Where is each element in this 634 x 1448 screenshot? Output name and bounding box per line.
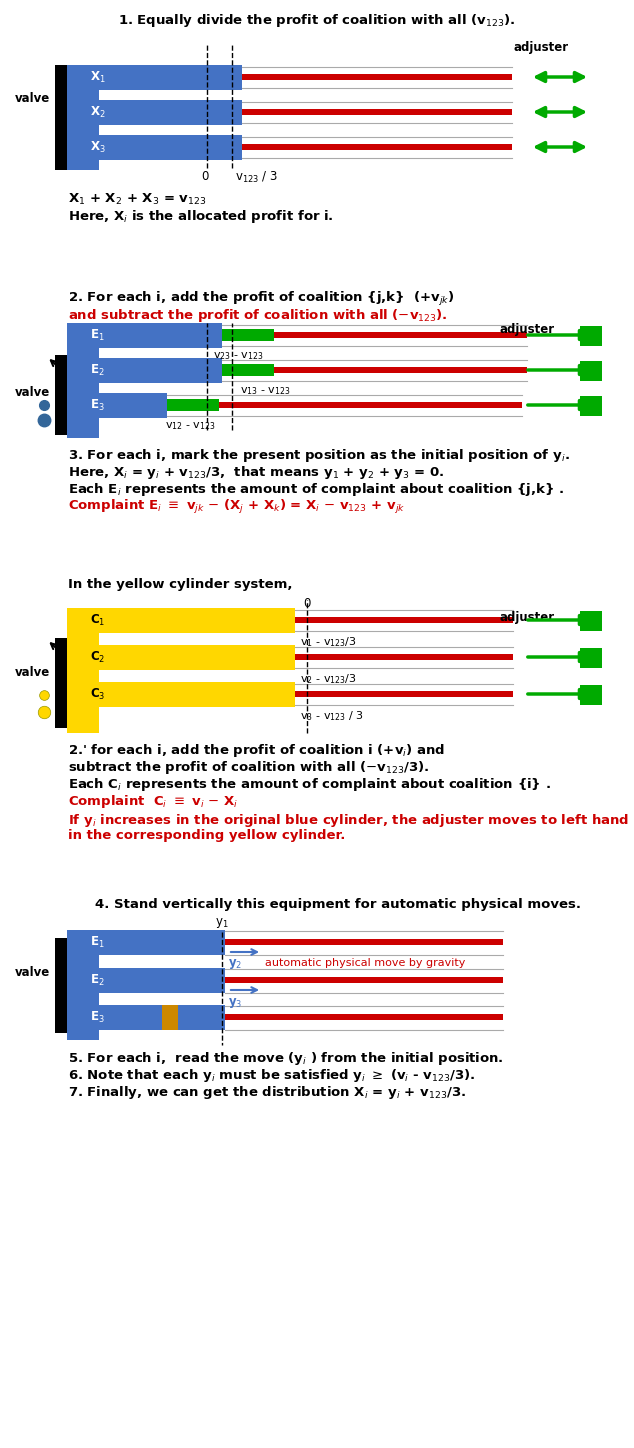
Bar	[67, 608, 99, 733]
Text: If y$_i$ increases in the original blue cylinder, the adjuster moves to left han: If y$_i$ increases in the original blue …	[68, 812, 634, 830]
Text: 7. Finally, we can get the distribution X$_i$ = y$_i$ + v$_{123}$/3.: 7. Finally, we can get the distribution …	[68, 1085, 466, 1100]
Bar	[295, 691, 513, 696]
Text: 1. Equally divide the profit of coalition with all (v$_{123}$).: 1. Equally divide the profit of coalitio…	[119, 12, 515, 29]
Bar	[225, 977, 503, 983]
Bar	[67, 682, 295, 707]
Bar	[67, 323, 99, 437]
Bar	[222, 366, 527, 374]
Text: adjuster: adjuster	[500, 323, 555, 336]
Bar	[225, 938, 503, 946]
Bar	[222, 332, 527, 337]
Text: E$_3$: E$_3$	[90, 397, 105, 413]
Bar	[67, 969, 225, 993]
Bar	[580, 395, 602, 416]
Bar	[55, 65, 67, 169]
Bar	[67, 100, 242, 125]
Bar	[67, 1005, 225, 1030]
Bar	[242, 74, 512, 80]
Bar	[580, 649, 602, 668]
Text: X$_1$: X$_1$	[90, 70, 106, 84]
Bar	[67, 392, 167, 418]
Bar	[167, 403, 522, 408]
Bar	[67, 608, 295, 633]
Bar	[67, 644, 295, 670]
Text: 0: 0	[202, 169, 209, 182]
Bar	[55, 355, 67, 434]
Text: subtract the profit of coalition with all ($-$v$_{123}$/3).: subtract the profit of coalition with al…	[68, 759, 429, 776]
Text: y$_2$: y$_2$	[228, 957, 242, 972]
Text: E$_1$: E$_1$	[90, 327, 105, 343]
Bar	[242, 143, 512, 151]
Bar	[67, 930, 225, 956]
Text: E$_1$: E$_1$	[90, 934, 105, 950]
Text: 3. For each i, mark the present position as the initial position of y$_i$.: 3. For each i, mark the present position…	[68, 447, 570, 463]
Text: valve: valve	[15, 966, 50, 979]
Bar	[67, 358, 222, 384]
Bar	[580, 326, 602, 346]
Text: v$_1$ - v$_{123}$/3: v$_1$ - v$_{123}$/3	[300, 636, 357, 649]
Text: C$_1$: C$_1$	[90, 613, 105, 627]
Text: C$_2$: C$_2$	[90, 650, 105, 665]
Bar	[55, 938, 67, 1032]
Text: 0: 0	[303, 597, 311, 610]
Text: E$_3$: E$_3$	[90, 1009, 105, 1025]
Text: 4. Stand vertically this equipment for automatic physical moves.: 4. Stand vertically this equipment for a…	[95, 898, 581, 911]
Text: v$_{23}$ - v$_{123}$: v$_{23}$ - v$_{123}$	[213, 350, 264, 362]
Text: Each C$_i$ represents the amount of complaint about coalition {i} .: Each C$_i$ represents the amount of comp…	[68, 776, 551, 794]
Text: y$_1$: y$_1$	[215, 917, 229, 930]
Text: and subtract the profit of coalition with all ($-$v$_{123}$).: and subtract the profit of coalition wit…	[68, 307, 448, 324]
Bar	[67, 930, 99, 1040]
Bar	[222, 363, 274, 376]
Text: y$_3$: y$_3$	[228, 996, 242, 1011]
Text: 6. Note that each y$_i$ must be satisfied y$_i$ $\geq$ (v$_i$ - v$_{123}$/3).: 6. Note that each y$_i$ must be satisfie…	[68, 1067, 476, 1085]
Text: in the corresponding yellow cylinder.: in the corresponding yellow cylinder.	[68, 830, 346, 841]
Text: E$_2$: E$_2$	[90, 973, 105, 988]
Bar	[67, 65, 99, 169]
Text: adjuster: adjuster	[500, 611, 555, 624]
Bar	[295, 617, 513, 623]
Bar	[225, 1014, 503, 1019]
Text: automatic physical move by gravity: automatic physical move by gravity	[265, 959, 465, 969]
Text: Each E$_i$ represents the amount of complaint about coalition {j,k} .: Each E$_i$ represents the amount of comp…	[68, 481, 564, 498]
Text: v$_{12}$ - v$_{123}$: v$_{12}$ - v$_{123}$	[165, 420, 216, 432]
Bar	[167, 400, 219, 411]
Text: adjuster: adjuster	[513, 42, 568, 55]
Bar	[580, 611, 602, 631]
Bar	[162, 1005, 178, 1030]
Bar	[67, 135, 242, 159]
Text: 2.' for each i, add the profit of coalition i (+v$_i$) and: 2.' for each i, add the profit of coalit…	[68, 741, 445, 759]
Text: v$_2$ - v$_{123}$/3: v$_2$ - v$_{123}$/3	[300, 672, 357, 686]
Text: C$_3$: C$_3$	[90, 686, 105, 701]
Bar	[67, 323, 222, 348]
Bar	[242, 109, 512, 114]
Text: v$_{123}$ / 3: v$_{123}$ / 3	[235, 169, 278, 185]
Bar	[222, 329, 274, 340]
Text: Complaint E$_i$ $\equiv$ v$_{jk}$ $-$ (X$_j$ + X$_k$) = X$_i$ $-$ v$_{123}$ + v$: Complaint E$_i$ $\equiv$ v$_{jk}$ $-$ (X…	[68, 498, 405, 515]
Text: Complaint  C$_i$ $\equiv$ v$_i$ $-$ X$_i$: Complaint C$_i$ $\equiv$ v$_i$ $-$ X$_i$	[68, 794, 238, 809]
Text: v$_3$ - v$_{123}$ / 3: v$_3$ - v$_{123}$ / 3	[300, 710, 364, 723]
Bar	[55, 639, 67, 728]
Text: X$_2$: X$_2$	[90, 104, 106, 120]
Bar	[580, 361, 602, 381]
Bar	[295, 654, 513, 660]
Text: E$_2$: E$_2$	[90, 362, 105, 378]
Text: X$_3$: X$_3$	[90, 139, 106, 155]
Text: 2. For each i, add the profit of coalition {j,k}  (+v$_{jk}$): 2. For each i, add the profit of coaliti…	[68, 290, 455, 308]
Text: In the yellow cylinder system,: In the yellow cylinder system,	[68, 578, 292, 591]
Bar	[580, 685, 602, 705]
Text: v$_{13}$ - v$_{123}$: v$_{13}$ - v$_{123}$	[240, 385, 291, 397]
Bar	[67, 65, 242, 90]
Text: Here, X$_i$ = y$_i$ + v$_{123}$/3,  that means y$_1$ + y$_2$ + y$_3$ = 0.: Here, X$_i$ = y$_i$ + v$_{123}$/3, that …	[68, 463, 444, 481]
Text: valve: valve	[15, 387, 50, 400]
Text: X$_1$ + X$_2$ + X$_3$ = v$_{123}$: X$_1$ + X$_2$ + X$_3$ = v$_{123}$	[68, 193, 207, 207]
Text: 5. For each i,  read the move (y$_i$ ) from the initial position.: 5. For each i, read the move (y$_i$ ) fr…	[68, 1050, 504, 1067]
Text: valve: valve	[15, 91, 50, 104]
Text: Here, X$_i$ is the allocated profit for i.: Here, X$_i$ is the allocated profit for …	[68, 209, 333, 224]
Text: valve: valve	[15, 666, 50, 679]
